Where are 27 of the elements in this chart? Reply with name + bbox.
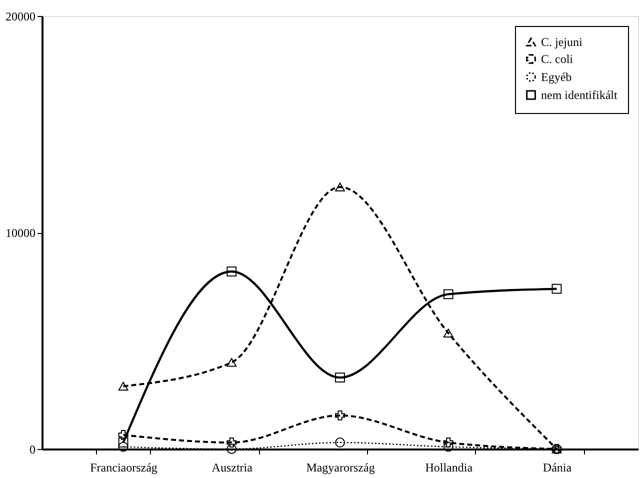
x-tick-label: Ausztria: [212, 460, 254, 474]
x-tick-label: Magyarország: [306, 460, 375, 474]
point: [118, 438, 128, 448]
point: [443, 289, 454, 300]
point: [226, 358, 237, 367]
point: [226, 266, 237, 276]
y-tick-label: 0: [30, 442, 36, 456]
point: [552, 284, 562, 294]
legend-label: C. coli: [541, 52, 574, 66]
point: [335, 372, 345, 383]
point: [118, 430, 128, 440]
legend-label: C. jejuni: [541, 35, 583, 49]
point: [118, 382, 128, 391]
point: [335, 410, 345, 420]
y-tick-label: 10000: [6, 226, 36, 240]
legend-label: Egyéb: [541, 70, 572, 84]
point: [443, 328, 454, 338]
point: [443, 438, 454, 448]
point: [335, 438, 345, 448]
x-tick-label: Hollandia: [425, 460, 474, 474]
legend-label: nem identifikált: [541, 88, 618, 102]
point: [335, 182, 345, 192]
point: [226, 444, 237, 454]
x-tick-label: Dánia: [542, 460, 572, 474]
point: [226, 438, 237, 448]
y-tick-label: 20000: [6, 10, 36, 24]
x-tick-label: Franciaország: [90, 460, 158, 474]
